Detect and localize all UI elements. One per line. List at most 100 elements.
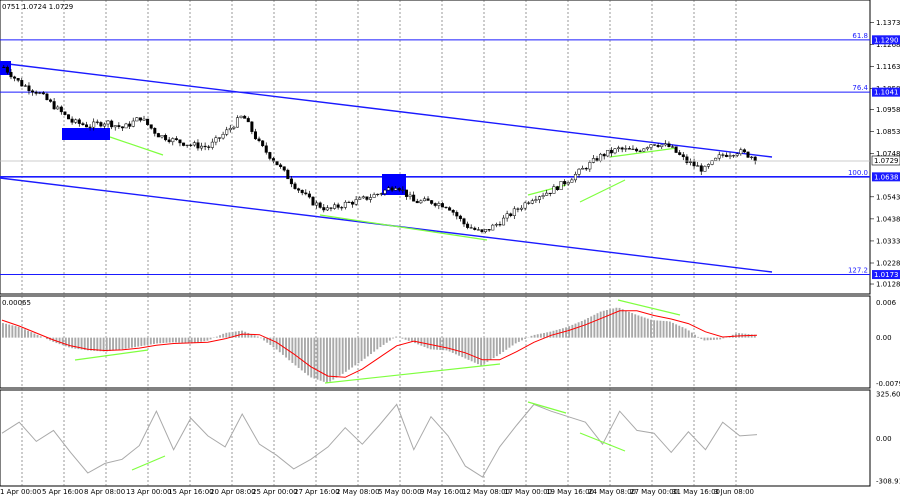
candle-body [487,229,491,231]
macd-bar [477,337,479,365]
macd-bar [46,337,48,340]
macd-histogram [2,307,756,383]
candle-body [667,143,671,148]
macd-axis: 0.006 0.00 -0.00791 [876,299,900,388]
candle-body [307,193,311,198]
fib-price-tag-text: 1.0173 [874,271,899,279]
macd-bar [665,321,668,338]
fib-level-label: 61.8 [852,32,868,40]
candle-body [750,156,754,158]
candle-body [674,146,678,153]
time-label: 1 Apr 00:00 [0,488,41,496]
candle-body [358,197,362,200]
candle-body [63,111,67,115]
macd-bar [417,337,420,345]
candle-body [185,144,189,146]
macd-bar [156,337,159,344]
candle-body [484,229,488,232]
macd-bar [297,337,300,368]
price-tick-label: 1.0853 [876,128,900,136]
macd-bar [571,324,574,338]
candle-body [717,154,721,159]
macd-bar [247,332,250,338]
macd-bar [370,337,372,355]
macd-bar [143,337,146,346]
macd-bar [533,334,536,338]
macd-bar [750,334,753,338]
candle-body [149,124,153,129]
macd-bar [27,330,30,338]
macd-bar [738,333,741,338]
time-label: 24 May 08:00 [588,488,636,496]
macd-bar [407,337,410,341]
macd-bar [319,337,322,381]
macd-bar [338,337,341,376]
candle-body [167,139,171,143]
macd-bar [222,333,225,338]
candle-body [458,215,462,219]
candle-body [214,137,218,143]
candle-body [656,145,660,147]
price-tick-label: 1.0333 [876,237,900,245]
candle-body [88,126,92,128]
candle-body [455,212,459,217]
macd-bar [423,337,426,347]
candle-body [379,193,383,195]
candle-body [703,166,707,172]
main-panel [0,0,871,295]
candle-body [102,123,106,127]
macd-bar [436,337,439,350]
candle-body [502,217,506,226]
highlight-box [62,128,110,140]
candle-body [739,149,743,155]
candle-body [390,187,394,191]
candle-body [559,181,563,190]
candle-body [721,154,725,156]
candle-body [448,207,452,211]
macd-bar [83,337,86,350]
candle-body [404,189,408,197]
candle-body [688,161,692,163]
macd-bar [55,337,58,344]
candle-body [9,72,13,78]
candle-body [84,124,88,128]
macd-bar [351,337,354,368]
macd-bar [20,327,23,338]
macd-bar [310,337,313,378]
candle-body [584,168,588,170]
candle-body [264,145,268,153]
fib-price-tag [872,35,900,45]
candle-body [530,200,534,204]
macd-bar [288,337,291,361]
macd-bar [115,337,118,351]
macd-bar [102,337,105,352]
candle-body [56,106,60,110]
candle-body [645,147,649,150]
macd-bar [483,337,486,364]
macd-bar [33,333,36,338]
macd-bar [681,327,684,338]
macd-bar [93,337,96,351]
macd-bar [159,337,162,344]
candle-body [649,144,653,148]
macd-bar [385,337,388,343]
macd-bar [127,337,130,349]
macd-bar [467,337,470,360]
fib-price-tag [872,270,900,280]
candle-body [351,201,355,205]
macd-bar [697,336,700,338]
macd-bar [153,337,155,344]
candle-body [678,152,682,155]
price-candles [2,65,757,234]
candle-body [386,187,390,191]
candle-body [412,194,416,202]
macd-bar [168,337,171,343]
macd-bar [561,328,564,338]
macd-bar [609,309,612,338]
divergence-line [74,349,149,361]
macd-bar [458,337,461,356]
candle-body [696,165,700,167]
candle-body [336,204,340,208]
cci-tick-label: 0.00 [876,435,892,443]
current-price-tag [871,155,900,166]
